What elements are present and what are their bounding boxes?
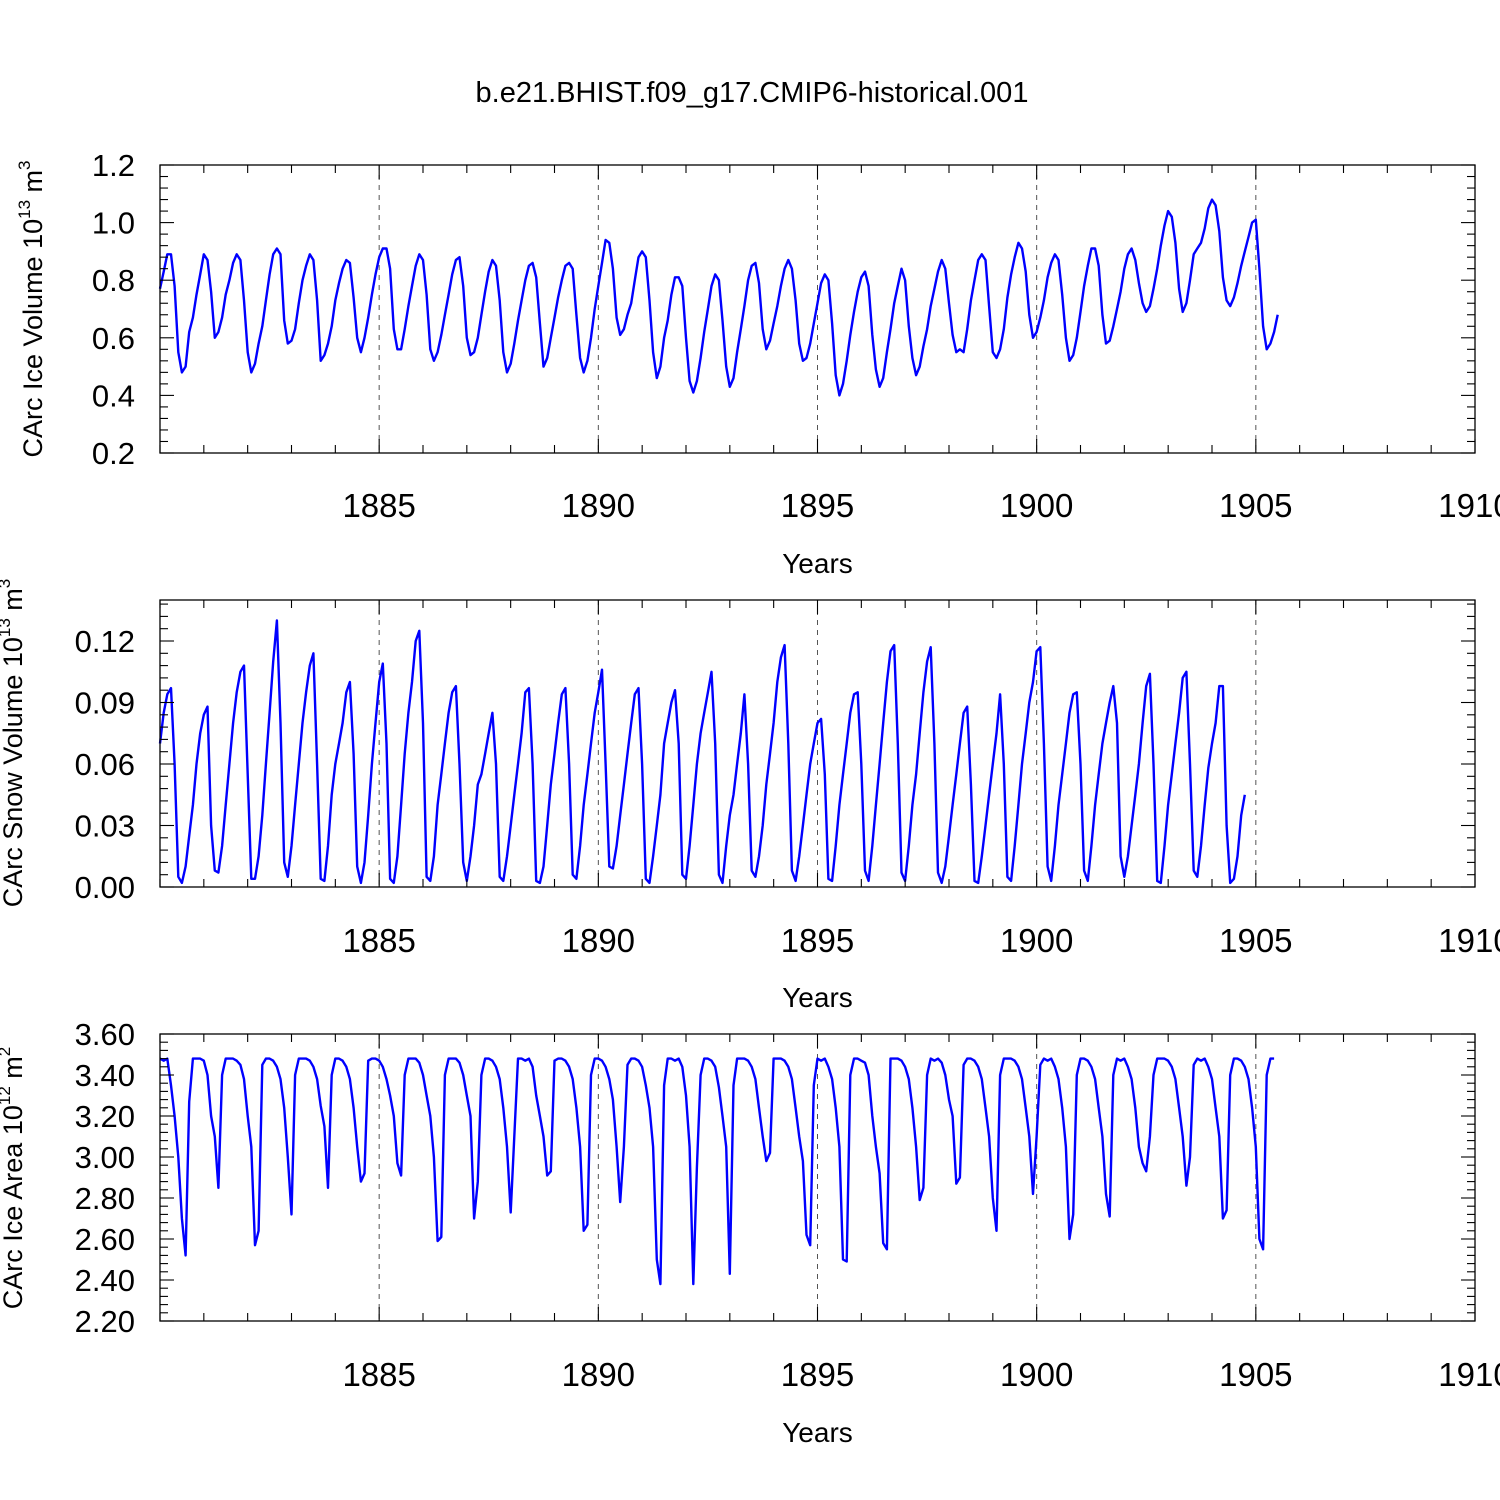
x-tick-label-1885: 1885 xyxy=(342,1356,415,1393)
snow-volume-x-axis-title: Years xyxy=(782,982,853,1013)
snow-volume-series-line xyxy=(158,619,1246,885)
y-tick-label-0: 2.20 xyxy=(75,1304,135,1339)
ice-area-y-axis-title-part-1: 12 xyxy=(0,1086,14,1105)
x-tick-label-1900: 1900 xyxy=(1000,1356,1073,1393)
ice-area-y-axis-title: CArc Ice Area 1012 m2 xyxy=(0,1047,28,1310)
x-tick-label-1905: 1905 xyxy=(1219,1356,1292,1393)
x-tick-label-1890: 1890 xyxy=(562,1356,635,1393)
y-tick-label-5: 3.20 xyxy=(75,1099,135,1134)
ice-area-x-axis-title: Years xyxy=(782,1417,853,1448)
snow-volume-y-axis-title: CArc Snow Volume 1013 m3 xyxy=(0,579,28,908)
x-tick-label-1885: 1885 xyxy=(342,487,415,524)
y-tick-label-1: 0.03 xyxy=(75,809,135,844)
x-tick-label-1885: 1885 xyxy=(342,922,415,959)
y-tick-label-7: 3.60 xyxy=(75,1017,135,1052)
ice-area-y-axis-title-part-2: m xyxy=(0,1056,28,1086)
ice-volume-y-axis-title-part-0: CArc Ice Volume 10 xyxy=(18,219,48,458)
ice-volume-x-axis-title: Years xyxy=(782,548,853,579)
y-tick-label-6: 3.40 xyxy=(75,1058,135,1093)
snow-volume-y-axis-title-part-3: 3 xyxy=(0,579,14,588)
y-tick-label-2: 0.6 xyxy=(92,321,135,356)
snow-volume-y-axis-title-part-0: CArc Snow Volume 10 xyxy=(0,637,28,907)
x-tick-label-1900: 1900 xyxy=(1000,922,1073,959)
y-tick-label-5: 1.2 xyxy=(92,148,135,183)
y-tick-label-0: 0.2 xyxy=(92,436,135,471)
y-tick-label-3: 2.80 xyxy=(75,1181,135,1216)
y-tick-label-0: 0.00 xyxy=(75,870,135,905)
x-tick-label-1905: 1905 xyxy=(1219,922,1292,959)
y-tick-label-4: 1.0 xyxy=(92,206,135,241)
y-tick-label-1: 2.40 xyxy=(75,1263,135,1298)
x-tick-label-1890: 1890 xyxy=(562,922,635,959)
y-tick-label-3: 0.09 xyxy=(75,686,135,721)
y-tick-label-2: 0.06 xyxy=(75,747,135,782)
y-tick-label-4: 3.00 xyxy=(75,1140,135,1175)
y-tick-label-2: 2.60 xyxy=(75,1222,135,1257)
x-tick-label-1895: 1895 xyxy=(781,487,854,524)
ice-volume-y-axis-title-part-2: m xyxy=(18,170,48,200)
ice-volume-series-line xyxy=(158,198,1279,397)
ice-volume-y-axis-title-part-1: 13 xyxy=(15,200,34,219)
ice-volume-y-axis-title: CArc Ice Volume 1013 m3 xyxy=(15,160,48,457)
x-tick-label-1890: 1890 xyxy=(562,487,635,524)
x-tick-label-1900: 1900 xyxy=(1000,487,1073,524)
y-tick-label-3: 0.8 xyxy=(92,263,135,298)
ice-area-y-axis-title-part-0: CArc Ice Area 10 xyxy=(0,1105,28,1309)
y-tick-label-1: 0.4 xyxy=(92,378,135,413)
y-tick-label-4: 0.12 xyxy=(75,624,135,659)
x-tick-label-1905: 1905 xyxy=(1219,487,1292,524)
ice-volume-y-axis-title-part-3: 3 xyxy=(15,160,34,169)
ice-area-y-axis-title-part-3: 2 xyxy=(0,1047,14,1056)
snow-volume-y-axis-title-part-1: 13 xyxy=(0,618,14,637)
figure-title: b.e21.BHIST.f09_g17.CMIP6-historical.001 xyxy=(476,77,1029,109)
x-tick-label-1895: 1895 xyxy=(781,922,854,959)
ice-area-series-line xyxy=(159,1057,1275,1286)
x-tick-label-1895: 1895 xyxy=(781,1356,854,1393)
snow-volume-y-axis-title-part-2: m xyxy=(0,588,28,618)
